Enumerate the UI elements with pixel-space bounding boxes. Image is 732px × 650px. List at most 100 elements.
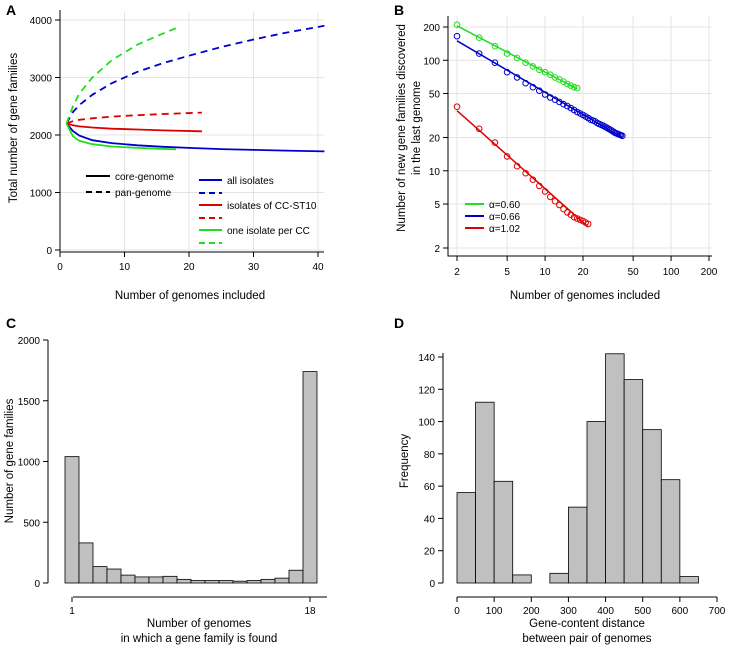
panel-b-point-one_per_cc (513, 54, 521, 62)
panel-b-legend: α=0.60 α=0.66 α=1.02 (465, 200, 521, 235)
panel-c-bar (204, 580, 220, 584)
panel-c-y-tick-label: 0 (34, 579, 40, 590)
panel-c-bar (260, 578, 276, 584)
panel-b-xlabel: Number of genomes included (510, 290, 660, 302)
panel-b-ylabel-line1: Number of new gene families discovered (396, 24, 408, 232)
panel-b-point-cc_st10 (529, 176, 537, 183)
panel-a-x-tick-label: 10 (119, 262, 131, 273)
panel-b-x-tick-label: 100 (663, 267, 680, 278)
panel-d-y-tick-label: 60 (424, 482, 436, 493)
panel-a-legend: core-genome pan-genome all isolates isol… (86, 172, 317, 244)
panel-c-ylabel: Number of gene families (4, 398, 16, 523)
panel-b-point-one_per_cc (564, 80, 571, 88)
panel-a-ylabel: Total number of gene families (8, 53, 20, 203)
panel-b-point-cc_st10 (453, 103, 461, 110)
panel-a-y-tick-label: 4000 (30, 16, 53, 27)
panel-d-xlabel-line2: between pair of genomes (522, 633, 651, 645)
panel-b-point-all (453, 32, 461, 40)
panel-b-x-tick-label: 50 (628, 267, 640, 278)
panel-b-point-all (536, 87, 543, 94)
panel-d-xlabel-line1: Gene-content distance (529, 618, 645, 630)
panel-c-bar (120, 574, 136, 584)
panel-b-x-tick-label: 200 (701, 267, 718, 278)
panel-d-bar (568, 506, 588, 584)
panel-d-y-tick-label: 120 (418, 385, 435, 396)
panel-c-y-tick-label: 1500 (18, 397, 41, 408)
panel-b-ylabel-line2: in the last genome (411, 81, 423, 175)
panel-b: B 2 5 10 20 50 100 200 2 5 10 20 50 100 200 Number of… (394, 2, 718, 302)
panel-d-bar (475, 401, 495, 584)
panel-d-x-tick-label: 500 (634, 606, 651, 617)
panel-d-x-tick-label: 200 (523, 606, 540, 617)
panel-b-point-cc_st10 (541, 188, 549, 195)
panel-b-point-one_per_cc (573, 84, 581, 92)
panel-c-bar (246, 580, 262, 584)
panel-c-bar (274, 577, 290, 584)
panel-d-bar (586, 421, 606, 584)
panel-d-bar (493, 480, 514, 584)
panel-b-point-all (529, 83, 537, 91)
legend-core-label: core-genome (115, 172, 174, 183)
panel-d-x-tick-label: 100 (486, 606, 503, 617)
panel-c-bar (302, 371, 318, 584)
panel-d: D 0 20 40 60 80 100 120 140 0 100 200 300 400 500 600 7… (394, 315, 726, 645)
panel-b-point-one_per_cc (570, 83, 578, 91)
panel-a-y-tick-label: 1000 (30, 189, 53, 200)
panel-b-point-one_per_cc (529, 63, 537, 70)
panel-b-point-one_per_cc (541, 68, 549, 76)
panel-b-point-cc_st10 (503, 153, 511, 160)
panel-c-bar (218, 580, 234, 584)
panel-b-x-tick-label: 10 (540, 267, 552, 278)
panel-b-point-all (619, 132, 626, 140)
panel-d-y-tick-label: 140 (418, 353, 435, 364)
panel-b-y-tick-label: 5 (434, 200, 440, 211)
panel-a-series-cc_st10-core (66, 122, 202, 133)
panel-b-point-all (564, 102, 571, 110)
panel-b-point-cc_st10 (556, 201, 563, 209)
panel-b-point-one_per_cc (503, 50, 511, 57)
panel-c-y-tick-label: 500 (23, 518, 40, 529)
panel-b-point-one_per_cc (536, 66, 543, 74)
panel-d-bar (679, 576, 699, 584)
panel-a-y-tick-label: 0 (46, 246, 52, 257)
panel-a-y-tick-label: 2000 (30, 131, 53, 142)
panel-b-point-cc_st10 (551, 197, 559, 205)
panel-a-y-tick-label: 3000 (30, 74, 53, 85)
panel-a-series-all-pan (65, 24, 325, 124)
legend-alpha-102-label: α=1.02 (489, 224, 521, 235)
panel-b-point-cc_st10 (513, 162, 521, 170)
panel-a-series-all-core (65, 122, 325, 153)
panel-d-y-tick-label: 0 (429, 579, 435, 590)
legend-cc-label: one isolate per CC (227, 226, 310, 237)
panel-a: A 0 10 20 30 40 0 1000 2000 3000 4000 Number of g… (6, 2, 325, 302)
legend-all-label: all isolates (227, 176, 274, 187)
panel-a-xlabel: Number of genomes included (115, 290, 265, 302)
panel-d-bar (605, 353, 625, 584)
legend-alpha-066-label: α=0.66 (489, 212, 521, 223)
panel-b-y-tick-label: 2 (434, 244, 440, 255)
panel-d-x-tick-label: 700 (709, 606, 726, 617)
panel-d-bar (456, 492, 476, 584)
panel-b-point-all (541, 91, 549, 98)
panel-b-point-all (513, 74, 521, 81)
panel-c-bar (78, 542, 94, 584)
panel-b-point-all (560, 100, 567, 108)
panel-c-bar (176, 578, 192, 584)
panel-c-xlabel-line2: in which a gene family is found (121, 633, 278, 645)
panel-b-x-tick-label: 20 (577, 267, 589, 278)
panel-d-letter: D (394, 315, 404, 331)
panel-b-letter: B (394, 2, 404, 18)
panel-d-bar (549, 572, 569, 584)
panel-b-point-cc_st10 (573, 215, 581, 222)
panel-b-point-all (567, 104, 575, 112)
panel-d-x-tick-label: 400 (597, 606, 614, 617)
panel-d-y-tick-label: 80 (424, 450, 436, 461)
panel-b-point-one_per_cc (491, 42, 499, 50)
panel-b-point-cc_st10 (584, 220, 592, 228)
panel-d-x-tick-label: 600 (672, 606, 689, 617)
panel-b-x-tick-label: 2 (454, 267, 460, 278)
panel-c-letter: C (6, 315, 16, 331)
panel-c-x-tick-label: 18 (304, 606, 316, 617)
